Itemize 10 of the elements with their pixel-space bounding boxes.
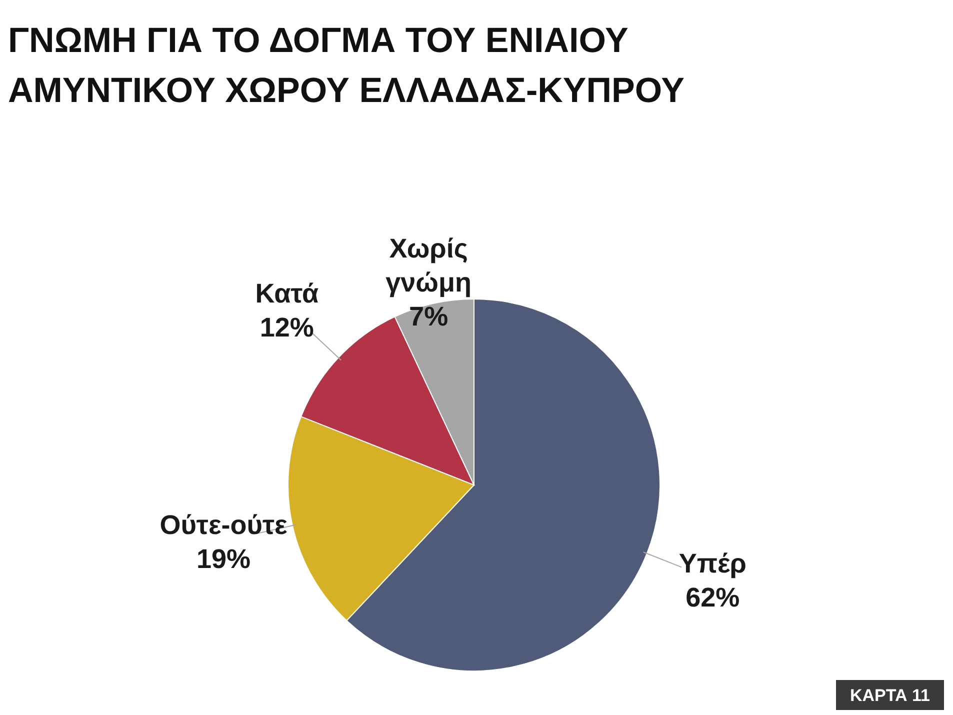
slice-label: Κατά: [255, 278, 319, 308]
data-label: 12%: [260, 312, 314, 342]
text: ΚΑΡΤΑ 11: [850, 686, 930, 705]
data-label: 7%: [409, 302, 448, 332]
data-label: 62%: [686, 582, 740, 612]
slice-label: Χωρίς γνώμη: [386, 234, 472, 298]
slice-label: Υπέρ: [678, 548, 746, 578]
chart-title: ΓΝΩΜΗ ΓΙΑ ΤΟ ΔΟΓΜΑ ΤΟΥ ΕΝΙΑΙΟΥ ΑΜΥΝΤΙΚΟΥ ΧΩΡΟΥ ΕΛΛΑΔΑΣ-ΚΥΠΡΟΥ: [8, 21, 684, 110]
slice-label: Ούτε-ούτε: [160, 510, 288, 540]
data-label: 19%: [196, 544, 251, 574]
